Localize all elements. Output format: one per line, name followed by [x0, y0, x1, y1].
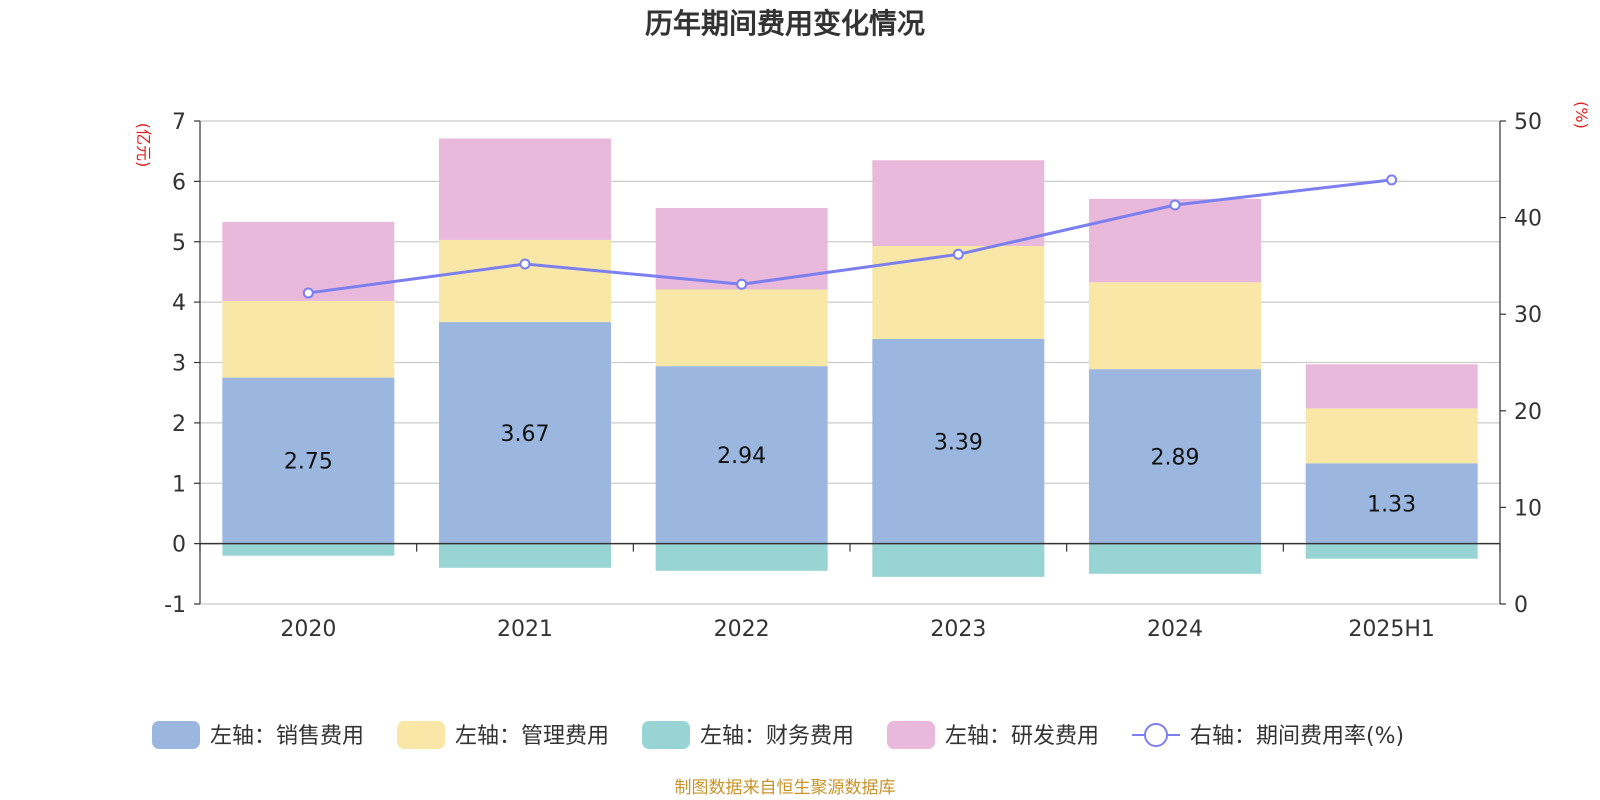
chart-title: 历年期间费用变化情况	[645, 7, 925, 40]
legend-swatch	[642, 721, 690, 749]
bar-研发费用-2025H1	[1305, 364, 1478, 409]
left-axis-tick-label: 1	[172, 472, 186, 497]
legend-item: 左轴：管理费用	[397, 721, 609, 749]
bar-value-label: 1.33	[1367, 492, 1416, 517]
axes: -1 0 1 2 3 4 5 6 7 0 10 20 30 40 50 2020 2021 2022 2023 202…	[164, 110, 1542, 642]
bar-财务费用-2022	[655, 543, 828, 571]
bar-value-label: 2.75	[284, 450, 333, 475]
legend-swatch	[397, 721, 445, 749]
right-axis-unit: (%)	[1572, 101, 1591, 129]
bar-研发费用-2023	[872, 160, 1045, 246]
bar-销售费用-2022	[655, 366, 828, 544]
bar-管理费用-2020	[222, 300, 395, 378]
legend-item: 左轴：财务费用	[642, 721, 854, 749]
right-axis-tick-label: 40	[1514, 207, 1542, 232]
rate-point-2021	[519, 258, 531, 270]
bar-研发费用-2024	[1089, 198, 1261, 283]
x-axis-tick-label: 2020	[280, 617, 336, 642]
legend-label: 左轴：销售费用	[210, 724, 364, 749]
left-axis-unit: (亿元)	[134, 123, 153, 168]
left-axis-tick-label: 4	[172, 291, 186, 316]
bar-销售费用-2020	[222, 377, 395, 544]
legend-marker	[1144, 723, 1168, 747]
data-labels: 2.75 3.67 2.94 3.39 2.89 1.33	[284, 422, 1416, 518]
legend-label: 右轴：期间费用率(%)	[1190, 724, 1404, 749]
bar-value-label: 2.89	[1151, 445, 1200, 470]
left-axis-tick-label: 3	[172, 352, 186, 377]
bar-管理费用-2023	[872, 245, 1045, 339]
bar-销售费用-2024	[1089, 369, 1261, 544]
bar-财务费用-2025H1	[1305, 543, 1478, 559]
legend-item: 左轴：销售费用	[152, 721, 364, 749]
rate-point-2022	[736, 278, 748, 290]
rate-point-2020	[302, 287, 314, 299]
bar-销售费用-2025H1	[1305, 463, 1478, 544]
rate-point-2025H1	[1386, 174, 1398, 186]
legend: 左轴：销售费用 左轴：管理费用 左轴：财务费用 左轴：研发费用 右轴：期间费用率(%)	[152, 721, 1404, 749]
x-axis-tick-label: 2022	[714, 617, 770, 642]
bar-财务费用-2024	[1089, 543, 1261, 574]
right-axis-tick-label: 20	[1514, 400, 1542, 425]
bar-管理费用-2021	[439, 239, 611, 323]
legend-item: 右轴：期间费用率(%)	[1132, 723, 1404, 749]
right-axis-tick-label: 30	[1514, 303, 1542, 328]
bar-value-label: 3.39	[934, 430, 983, 455]
rate-point-2023	[952, 248, 964, 260]
legend-label: 左轴：财务费用	[700, 724, 854, 749]
right-axis-tick-label: 0	[1514, 593, 1528, 618]
legend-label: 左轴：研发费用	[945, 724, 1099, 749]
left-axis-tick-label: 6	[172, 170, 186, 195]
bar-管理费用-2024	[1089, 282, 1261, 370]
bar-财务费用-2020	[222, 543, 395, 556]
x-axis-tick-label: 2025H1	[1348, 617, 1435, 642]
legend-swatch	[152, 721, 200, 749]
bar-管理费用-2022	[655, 289, 828, 367]
x-axis-tick-label: 2024	[1147, 617, 1203, 642]
bar-管理费用-2025H1	[1305, 408, 1478, 464]
left-axis-tick-label: 5	[172, 231, 186, 256]
bar-value-label: 2.94	[717, 444, 766, 469]
source-note: 制图数据来自恒生聚源数据库	[675, 778, 896, 798]
bar-销售费用-2023	[872, 338, 1045, 544]
legend-item: 左轴：研发费用	[887, 721, 1099, 749]
gridlines	[200, 120, 1500, 605]
left-axis-tick-label: 2	[172, 412, 186, 437]
x-axis-tick-label: 2023	[930, 617, 986, 642]
legend-swatch	[887, 721, 935, 749]
left-axis-tick-label: 0	[172, 533, 186, 558]
x-axis-tick-label: 2021	[497, 617, 553, 642]
bar-财务费用-2021	[439, 543, 611, 568]
rate-line	[302, 174, 1398, 299]
left-axis-tick-label: 7	[172, 110, 186, 135]
bar-value-label: 3.67	[501, 422, 550, 447]
right-axis-tick-label: 10	[1514, 496, 1542, 521]
rate-point-2024	[1169, 199, 1181, 211]
rate-line-path	[308, 178, 1392, 295]
bars	[222, 138, 1478, 577]
right-axis-tick-label: 50	[1514, 110, 1542, 135]
left-axis-tick-label: -1	[164, 593, 186, 618]
bar-财务费用-2023	[872, 543, 1045, 577]
bar-销售费用-2021	[439, 322, 611, 544]
legend-label: 左轴：管理费用	[455, 724, 609, 749]
bar-研发费用-2021	[439, 138, 611, 240]
